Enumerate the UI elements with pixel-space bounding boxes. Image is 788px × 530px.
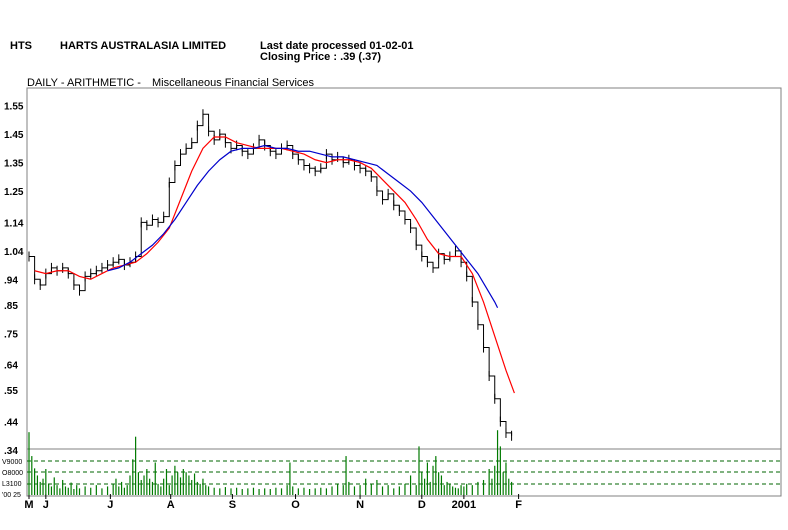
price-line <box>29 113 513 436</box>
y-tick-label: .75 <box>4 329 18 340</box>
y-tick-label: .34 <box>4 446 18 457</box>
chart-mode: DAILY - ARITHMETIC - <box>27 77 141 89</box>
x-tick-label: 2001 <box>452 499 476 511</box>
stock-code: HTS <box>10 40 32 52</box>
volume-tick-label: O8000 <box>2 470 23 477</box>
volume-bars <box>28 430 513 495</box>
y-tick-label: .55 <box>4 386 18 397</box>
moving-average-series <box>34 136 515 394</box>
y-tick-label: .94 <box>4 275 18 286</box>
price-series <box>28 109 513 441</box>
x-tick-label: A <box>167 499 175 511</box>
x-tick-label: M <box>24 499 33 511</box>
y-axis: 1.55 1.45 1.35 1.25 1.14 1.04 .94 .85 .75 .64 .55.… <box>4 102 24 457</box>
y-tick-label: 1.25 <box>4 187 24 198</box>
x-tick-label: O <box>291 499 300 511</box>
last-date-processed: Last date processed 01-02-01 <box>260 40 414 52</box>
sector-name: Miscellaneous Financial Services <box>152 77 315 89</box>
x-tick-label: F <box>515 499 522 511</box>
y-tick-label: .64 <box>4 361 18 372</box>
y-tick-label: 1.35 <box>4 159 24 170</box>
x-tick-label: S <box>229 499 236 511</box>
volume-tick-label: V9000 <box>2 459 22 466</box>
y-tick-label: 1.55 <box>4 102 24 113</box>
moving-average-short <box>34 136 515 394</box>
x-tick-label: J <box>107 499 113 511</box>
y-tick-label: 1.45 <box>4 130 24 141</box>
x-tick-label: J <box>43 499 49 511</box>
y-tick-label: 1.14 <box>4 218 24 229</box>
x-tick-label: D <box>418 499 426 511</box>
volume-tick-label: L3100 <box>2 481 22 488</box>
volume-tick-label: '00 25 <box>2 492 21 499</box>
chart-frame <box>26 87 782 497</box>
x-tick-label: N <box>356 499 364 511</box>
x-axis: M J J A S O N D 2001 F <box>24 494 522 511</box>
volume-axis: V9000 O8000 L3100 '00 25 <box>2 459 23 499</box>
moving-average-long <box>107 144 499 308</box>
y-tick-label: .44 <box>4 418 18 429</box>
company-name: HARTS AUSTRALASIA LIMITED <box>60 40 227 52</box>
y-tick-label: 1.04 <box>4 247 24 258</box>
y-tick-label: .85 <box>4 301 18 312</box>
closing-price: Closing Price : .39 (.37) <box>260 51 382 63</box>
